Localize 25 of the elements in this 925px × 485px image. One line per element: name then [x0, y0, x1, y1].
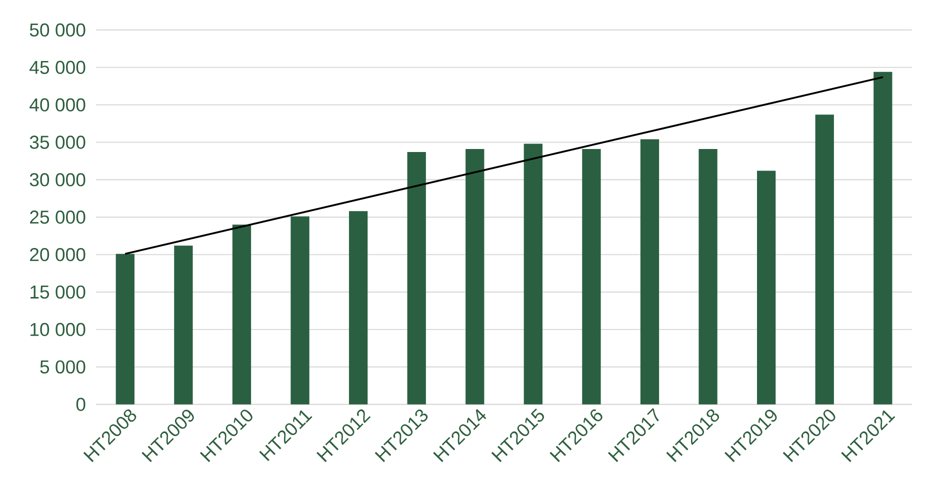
bar	[466, 149, 484, 404]
bar	[116, 254, 134, 404]
bar	[582, 149, 601, 404]
y-tick-label: 30 000	[30, 173, 86, 186]
y-tick-label: 15 000	[30, 285, 86, 299]
bar	[874, 72, 892, 404]
y-tick-label: 20 000	[30, 248, 86, 262]
bar	[174, 246, 193, 404]
bar	[756, 170, 776, 404]
bar	[815, 114, 834, 404]
y-tick-label: 10 000	[30, 322, 86, 336]
bar	[232, 224, 252, 404]
bar	[698, 149, 718, 404]
y-tick-label: 35 000	[30, 136, 86, 149]
y-tick-label: 40 000	[30, 98, 86, 112]
y-tick-label: 0	[76, 398, 86, 411]
y-tick-label: 50 000	[30, 23, 86, 37]
y-tick-label: 25 000	[30, 210, 86, 224]
y-tick-label: 45 000	[30, 60, 86, 74]
y-tick-label: 5 000	[40, 360, 86, 374]
bar	[640, 139, 660, 404]
bar	[407, 152, 426, 404]
bar	[524, 144, 542, 404]
bar	[290, 216, 310, 404]
bar	[348, 211, 368, 404]
